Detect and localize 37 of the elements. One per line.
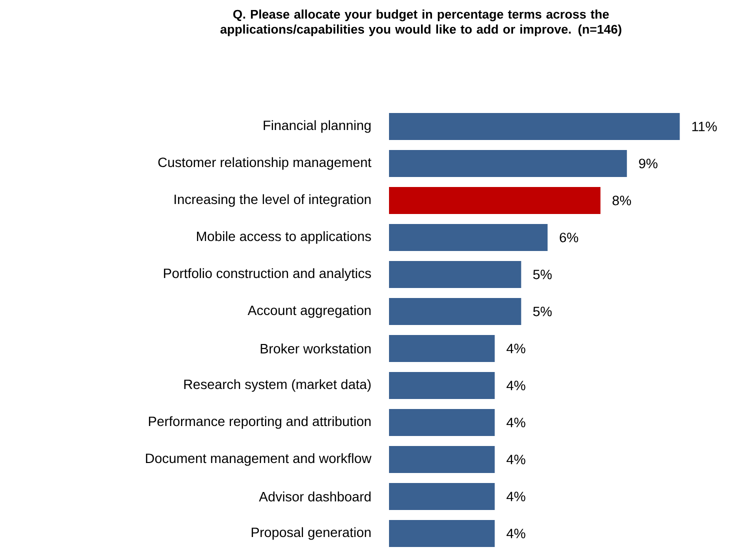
data-label: 4% [506, 344, 526, 354]
bar [389, 187, 600, 214]
y-tick-label: Mobile access to applications [196, 231, 371, 244]
y-tick-label: Customer relationship management [158, 157, 372, 170]
data-label: 6% [560, 232, 578, 242]
bar [389, 261, 522, 288]
chart-title: Q. Please allocate your budget in percentage terms across the applications/capabilities you would like to add or improve. (n=146) [220, 10, 622, 36]
data-label: 5% [533, 306, 552, 316]
bar [389, 372, 495, 400]
data-label: 4% [506, 380, 526, 390]
data-label: 9% [639, 158, 658, 168]
data-label: 8% [612, 196, 632, 206]
y-tick-label: Research system (market data) [184, 379, 371, 392]
data-label: 4% [506, 528, 526, 538]
y-tick-label: Financial planning [264, 120, 371, 133]
bar [389, 113, 680, 140]
bar [389, 335, 495, 362]
bar [389, 150, 627, 177]
data-label: 4% [506, 418, 526, 428]
data-label: 4% [506, 492, 526, 502]
bar [389, 409, 495, 436]
y-tick-label: Increasing the level of integration [174, 194, 371, 207]
data-label: 4% [506, 454, 526, 464]
y-tick-label: Advisor dashboard [258, 492, 371, 502]
bar [389, 298, 522, 326]
data-label: 5% [533, 270, 552, 280]
bar [389, 446, 495, 474]
bar [389, 224, 548, 252]
y-tick-label: Proposal generation [252, 527, 371, 540]
data-label: 11% [692, 122, 717, 132]
y-tick-label: Broker workstation [260, 344, 371, 354]
bar [389, 483, 495, 510]
y-tick-label: Account aggregation [248, 305, 371, 318]
bar [389, 520, 495, 548]
y-tick-label: Portfolio construction and analytics [164, 268, 371, 281]
y-tick-label: Performance reporting and attribution [148, 416, 371, 429]
y-tick-label: Document management and workflow [146, 453, 372, 466]
